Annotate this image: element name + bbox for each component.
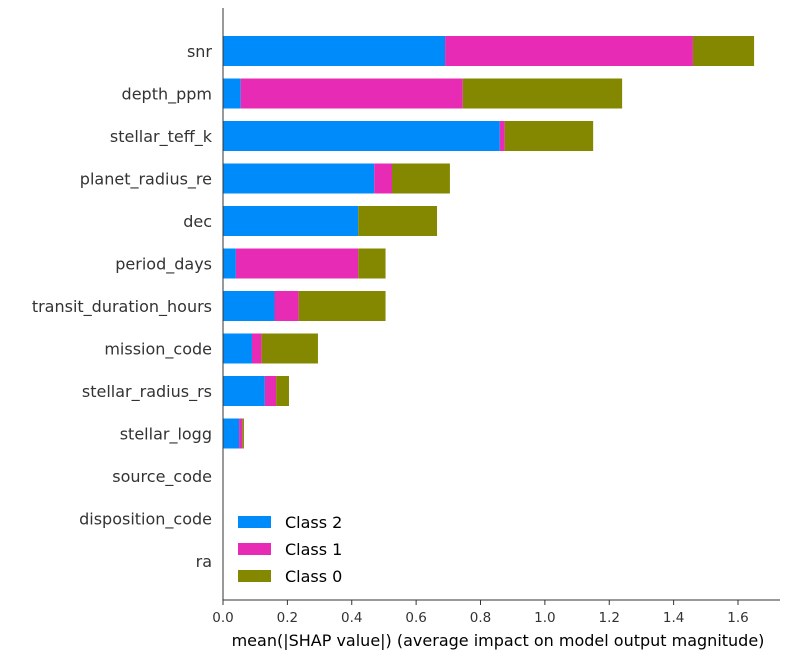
bar-segment-class-2 [223, 376, 265, 406]
category-label: transit_duration_hours [32, 297, 212, 317]
x-tick-label: 0.8 [470, 610, 491, 626]
x-tick-label: 1.0 [534, 610, 555, 626]
bar-segment-class-1 [251, 333, 262, 364]
category-label: source_code [112, 467, 212, 487]
x-ticks: 0.0 0.2 0.4 0.6 0.8 1.0 1.2 1.4 1.6 [212, 600, 749, 626]
bar-segment-class-2 [223, 333, 252, 364]
x-tick-label: 1.2 [599, 610, 620, 626]
category-label: planet_radius_re [80, 170, 212, 190]
bar-segment-class-0 [692, 36, 755, 66]
legend-swatch-class-0 [238, 570, 271, 582]
category-labels: snr depth_ppm stellar_teff_k planet_radius_… [32, 42, 213, 571]
x-tick-label: 1.4 [663, 610, 684, 626]
bar-segment-class-2 [223, 163, 375, 194]
bar-segment-class-2 [223, 121, 500, 151]
bar-segment-class-0 [358, 248, 386, 279]
bar-segment-class-1 [240, 78, 463, 109]
bar-segment-class-1 [374, 163, 392, 194]
bar-segment-class-1 [239, 418, 243, 449]
x-tick-label: 1.6 [727, 610, 748, 626]
x-tick-label: 0.6 [405, 610, 426, 626]
bar-segment-class-2 [223, 248, 236, 279]
category-label: depth_ppm [122, 85, 212, 105]
bars-layer [223, 36, 755, 449]
bar-segment-class-0 [298, 291, 386, 321]
category-label: ra [196, 552, 212, 571]
bar-segment-class-0 [261, 333, 318, 364]
bar-segment-class-2 [223, 36, 446, 66]
category-label: period_days [115, 255, 212, 275]
category-label: disposition_code [79, 510, 212, 530]
x-tick-label: 0.2 [277, 610, 298, 626]
category-label: stellar_radius_rs [82, 382, 212, 402]
category-label: dec [183, 212, 212, 231]
bar-segment-class-2 [223, 206, 359, 236]
bar-segment-class-0 [391, 163, 450, 194]
category-label: stellar_logg [120, 425, 212, 445]
legend-swatch-class-1 [238, 543, 271, 555]
bar-segment-class-0 [462, 78, 623, 109]
x-tick-label: 0.4 [341, 610, 362, 626]
bar-segment-class-1 [235, 248, 359, 279]
bar-segment-class-0 [504, 121, 594, 151]
category-label: stellar_teff_k [110, 127, 213, 147]
bar-segment-class-2 [223, 78, 241, 109]
bar-segment-class-1 [274, 291, 299, 321]
bar-segment-class-0 [276, 376, 289, 406]
legend: Class 2 Class 1 Class 0 [238, 513, 342, 586]
category-label: snr [187, 42, 212, 61]
legend-label: Class 0 [285, 567, 342, 586]
bar-segment-class-2 [223, 418, 240, 449]
bar-segment-class-0 [358, 206, 438, 236]
legend-swatch-class-2 [238, 516, 271, 528]
bar-segment-class-1 [499, 121, 505, 151]
category-label: mission_code [104, 340, 212, 360]
legend-label: Class 1 [285, 540, 342, 559]
bar-segment-class-1 [445, 36, 693, 66]
bar-segment-class-2 [223, 291, 275, 321]
x-axis-label: mean(|SHAP value|) (average impact on mo… [232, 631, 765, 650]
bar-segment-class-0 [242, 418, 244, 449]
legend-label: Class 2 [285, 513, 342, 532]
bar-segment-class-1 [264, 376, 277, 406]
x-tick-label: 0.0 [212, 610, 233, 626]
